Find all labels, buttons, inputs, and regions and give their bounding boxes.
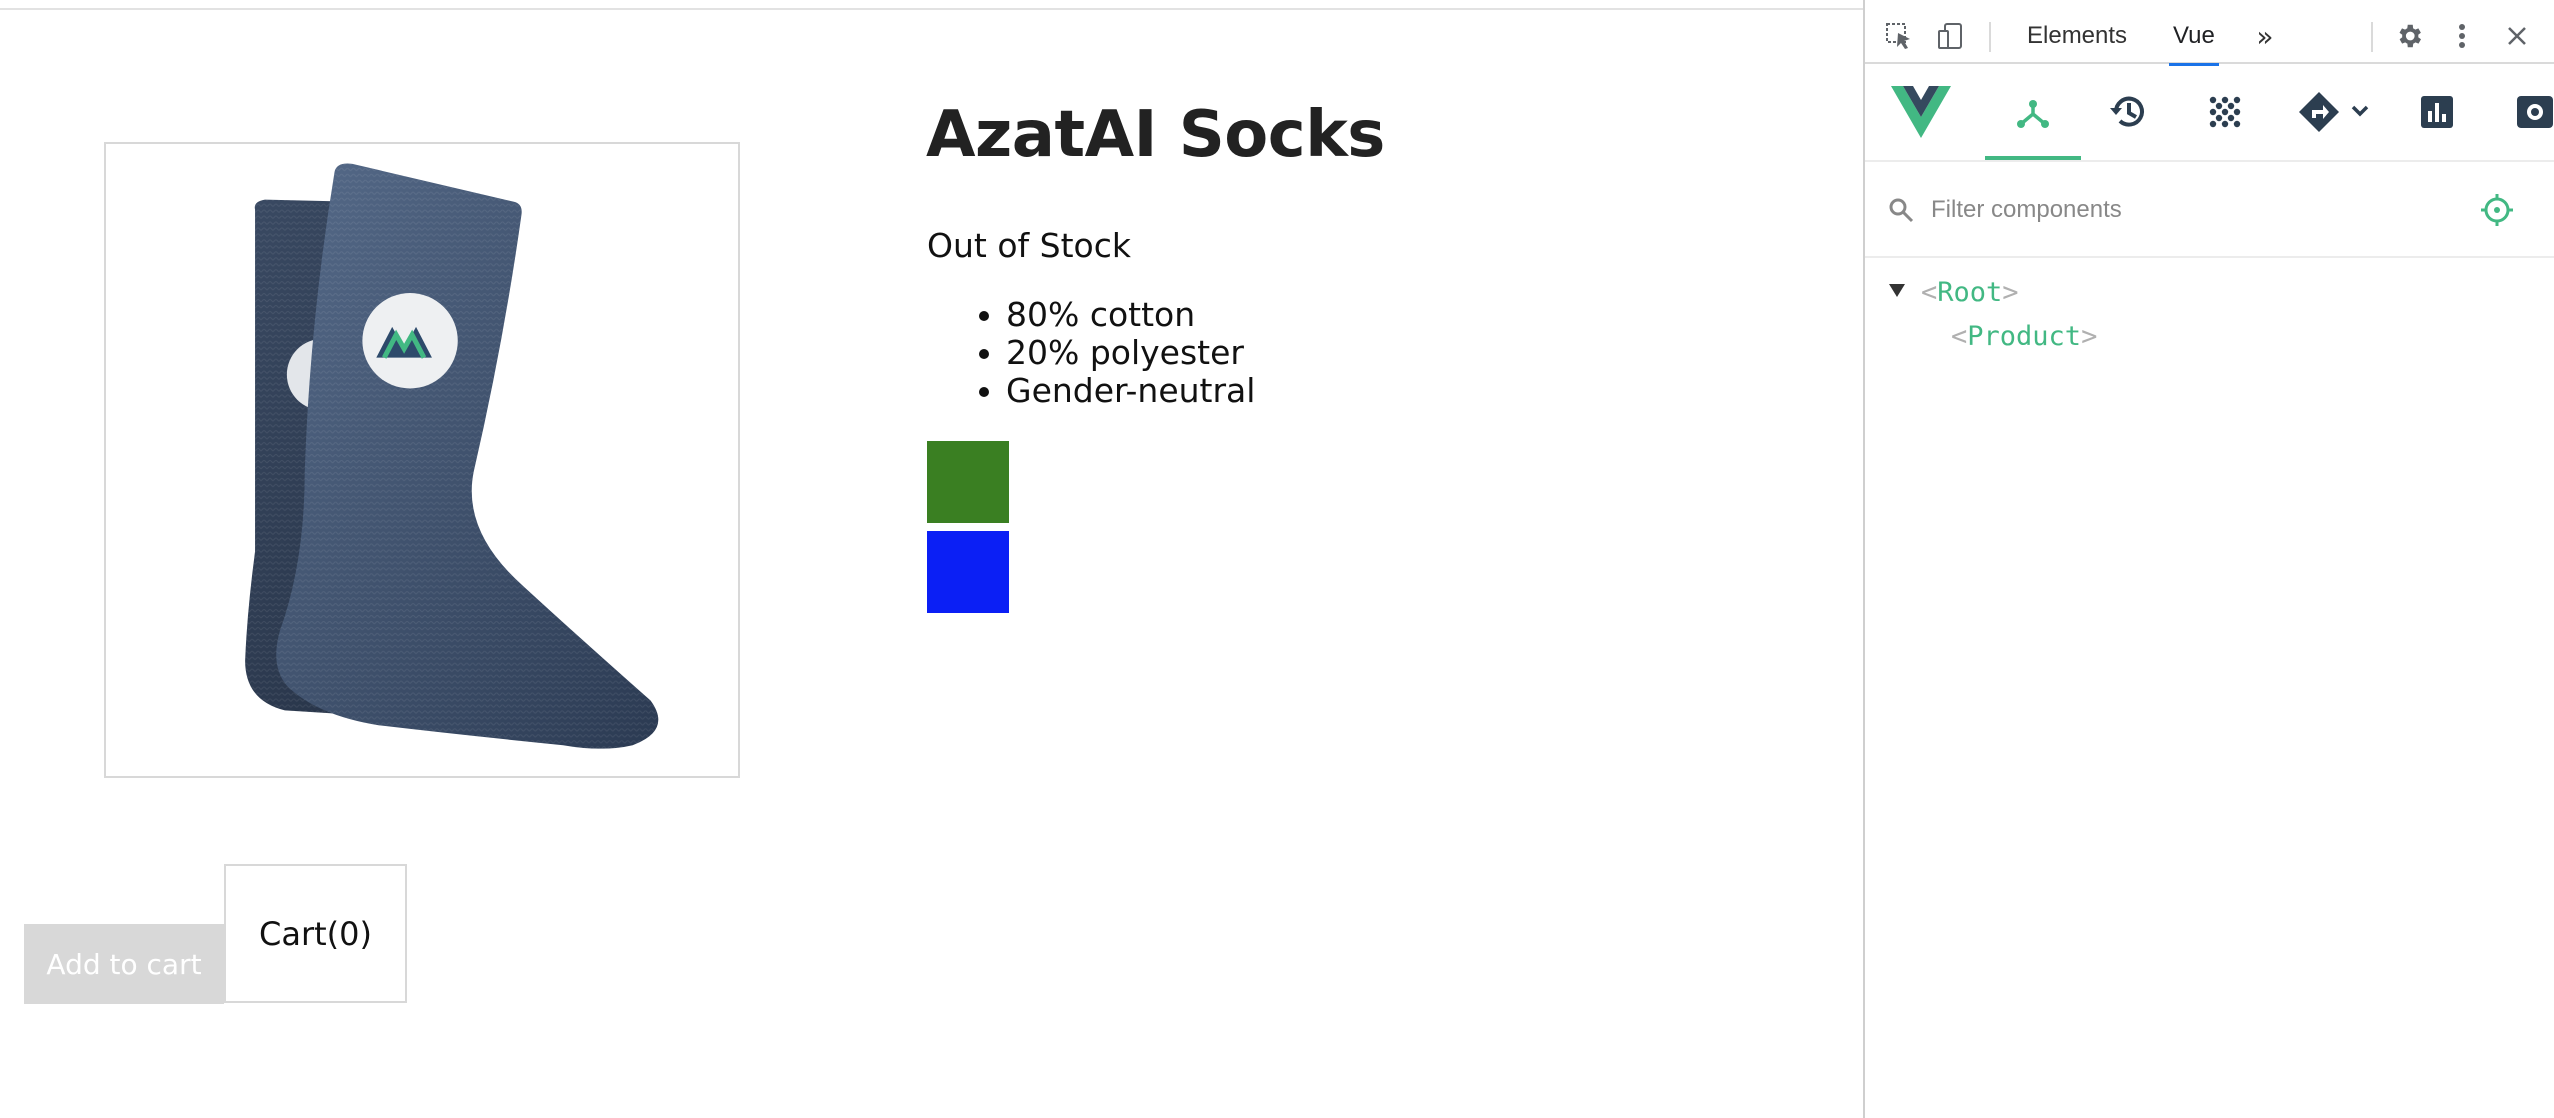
close-icon[interactable] [2499,8,2535,64]
tab-vue[interactable]: Vue [2169,8,2219,66]
detail-item: 20% polyester [1006,334,1255,372]
product-page: AzatAI Socks Out of Stock 80% cotton 20%… [0,0,1863,1118]
tree-bracket: < [1921,276,1938,308]
product-title: AzatAI Socks [926,98,1385,172]
color-swatch-green[interactable] [927,441,1009,523]
detail-item: 80% cotton [1006,296,1255,334]
chevron-double-right-icon[interactable]: » [2256,19,2274,53]
toolbar-divider [1989,22,1991,52]
filter-bar [1865,162,2554,258]
filter-components-input[interactable] [1931,188,2471,232]
tree-bracket: > [2081,320,2098,352]
top-border [0,8,1863,10]
devtools-panel: Elements Vue » [1863,0,2554,1118]
settings-icon[interactable] [2515,64,2554,160]
select-component-icon[interactable] [2479,192,2515,232]
vue-logo-icon [1891,64,1951,160]
tab-elements[interactable]: Elements [2027,22,2128,49]
caret-down-icon[interactable] [1889,284,1905,297]
tree-node-name: Product [1967,320,2082,352]
devtools-tabbar: Elements Vue » [1865,8,2554,66]
stock-status: Out of Stock [927,226,1131,265]
cart-counter: Cart(0) [224,864,407,1003]
product-image [104,142,740,778]
product-details: 80% cotton 20% polyester Gender-neutral [1006,296,1255,410]
tree-node-product[interactable]: <Product> [1865,316,2554,356]
add-to-cart-button[interactable]: Add to cart [24,924,224,1004]
device-toolbar-icon[interactable] [1931,8,1971,64]
color-swatch-blue[interactable] [927,531,1009,613]
more-vertical-icon[interactable] [2447,8,2477,64]
routing-icon[interactable] [2289,64,2385,160]
detail-item: Gender-neutral [1006,372,1255,410]
search-icon [1887,196,1915,228]
inspect-element-icon[interactable] [1879,8,1919,64]
tree-node-name: Root [1937,276,2003,308]
performance-icon[interactable] [2413,64,2461,160]
tree-bracket: > [2002,276,2019,308]
toolbar-divider [2371,22,2373,52]
vue-toolbar [1865,64,2554,162]
tree-node-root[interactable]: <Root> [1865,272,2554,312]
tree-bracket: < [1951,320,1968,352]
timeline-icon[interactable] [2097,64,2161,160]
components-icon[interactable] [1985,64,2081,160]
gear-icon[interactable] [2389,8,2429,64]
vuex-icon[interactable] [2193,64,2257,160]
sock-image [245,163,659,749]
